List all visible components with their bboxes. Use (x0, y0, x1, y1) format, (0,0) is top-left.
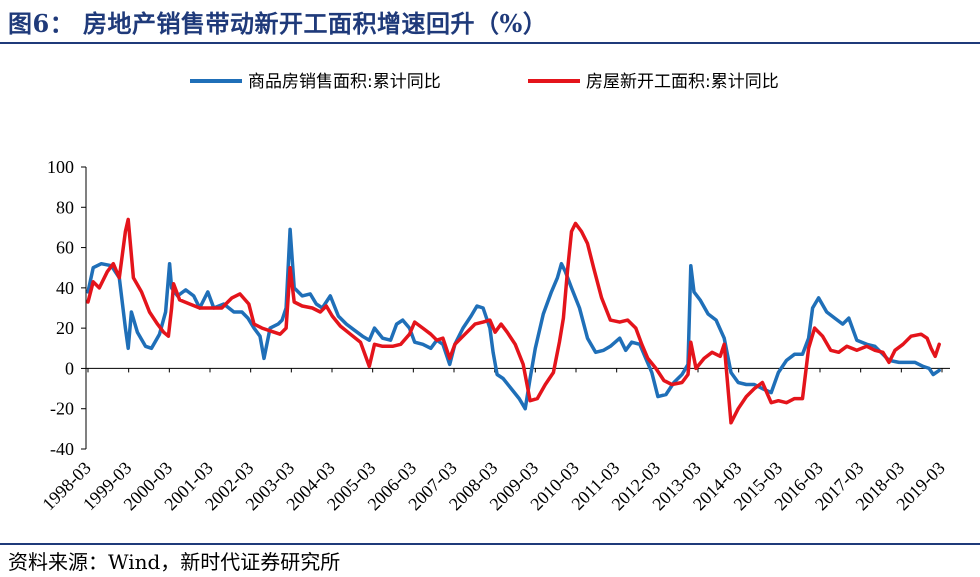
source-note: 资料来源：Wind，新时代证券研究所 (8, 550, 341, 574)
x-axis-labels: 1998-031999-032000-032001-032002-032003-… (38, 458, 949, 515)
y-tick-label: 80 (56, 197, 74, 217)
page-title: 图6： 房地产销售带动新开工面积增速回升（%） (8, 9, 548, 38)
line-chart: 商品房销售面积:累计同比 房屋新开工面积:累计同比 100 80 60 40 20 0 -20… (38, 72, 950, 515)
legend-label-1: 商品房销售面积:累计同比 (248, 72, 441, 92)
y-tick-label: -40 (50, 439, 74, 459)
series-line-2 (86, 217, 941, 425)
chart-series (86, 217, 941, 425)
y-tick-label: 60 (56, 238, 74, 258)
chart-legend: 商品房销售面积:累计同比 房屋新开工面积:累计同比 (190, 72, 779, 92)
title-divider (0, 42, 980, 44)
y-tick-label: -20 (50, 399, 74, 419)
y-tick-label: 0 (65, 358, 74, 378)
y-tick-label: 20 (56, 318, 74, 338)
y-tick-label: 40 (56, 278, 74, 298)
y-tick-label: 100 (47, 157, 74, 177)
y-axis-labels: 100 80 60 40 20 0 -20 -40 (47, 157, 74, 459)
source-divider (0, 543, 980, 545)
series-line-1 (86, 227, 941, 411)
legend-label-2: 房屋新开工面积:累计同比 (586, 72, 779, 92)
